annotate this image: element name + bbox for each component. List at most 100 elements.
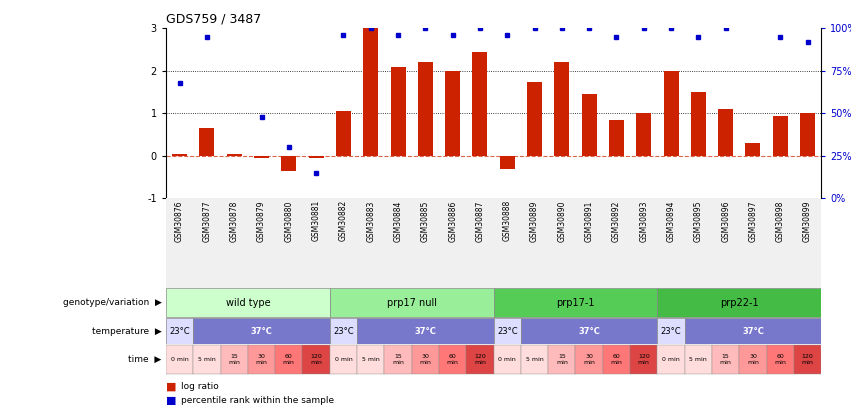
FancyBboxPatch shape [248, 345, 275, 374]
FancyBboxPatch shape [166, 318, 193, 344]
Text: 23°C: 23°C [660, 326, 682, 336]
Text: 5 min: 5 min [689, 357, 707, 362]
Text: 0 min: 0 min [662, 357, 680, 362]
Text: 15
min: 15 min [228, 354, 240, 365]
Text: GSM30882: GSM30882 [339, 200, 348, 241]
Text: GSM30891: GSM30891 [585, 200, 594, 242]
Text: 120
min: 120 min [802, 354, 814, 365]
Text: 30
min: 30 min [583, 354, 595, 365]
Bar [691, 92, 705, 156]
Text: GSM30883: GSM30883 [366, 200, 375, 242]
Text: GSM30877: GSM30877 [203, 200, 211, 242]
Text: 23°C: 23°C [169, 326, 190, 336]
Text: 60
min: 60 min [774, 354, 786, 365]
Bar [226, 154, 242, 156]
Text: genotype/variation  ▶: genotype/variation ▶ [63, 298, 162, 307]
Bar [472, 52, 488, 156]
Bar [637, 113, 651, 156]
Bar [391, 67, 406, 156]
FancyBboxPatch shape [657, 318, 685, 344]
FancyBboxPatch shape [329, 345, 357, 374]
FancyBboxPatch shape [385, 345, 412, 374]
Text: 15
min: 15 min [720, 354, 732, 365]
Text: 15
min: 15 min [556, 354, 568, 365]
Bar [609, 120, 624, 156]
FancyBboxPatch shape [357, 345, 385, 374]
Bar [554, 62, 569, 156]
FancyBboxPatch shape [329, 318, 357, 344]
FancyBboxPatch shape [740, 345, 767, 374]
Bar [309, 156, 323, 158]
Text: GSM30885: GSM30885 [421, 200, 430, 242]
FancyBboxPatch shape [494, 345, 521, 374]
FancyBboxPatch shape [329, 288, 494, 318]
Bar [336, 111, 351, 156]
FancyBboxPatch shape [712, 345, 740, 374]
Text: 0 min: 0 min [171, 357, 188, 362]
FancyBboxPatch shape [439, 345, 466, 374]
Text: GSM30894: GSM30894 [666, 200, 676, 242]
Text: 37°C: 37°C [742, 326, 764, 336]
FancyBboxPatch shape [548, 345, 575, 374]
Bar [199, 128, 214, 156]
Bar [664, 71, 678, 156]
Bar [718, 109, 734, 156]
Text: 30
min: 30 min [420, 354, 431, 365]
FancyBboxPatch shape [685, 345, 712, 374]
FancyBboxPatch shape [166, 288, 329, 318]
Text: 0 min: 0 min [334, 357, 352, 362]
Text: log ratio: log ratio [181, 382, 219, 391]
Text: 30
min: 30 min [747, 354, 759, 365]
Text: GSM30884: GSM30884 [393, 200, 403, 242]
Text: 120
min: 120 min [637, 354, 649, 365]
FancyBboxPatch shape [657, 288, 821, 318]
Text: time  ▶: time ▶ [129, 355, 162, 364]
Bar [800, 113, 815, 156]
Text: prp22-1: prp22-1 [720, 298, 758, 308]
Text: 5 min: 5 min [362, 357, 380, 362]
Text: GSM30898: GSM30898 [776, 200, 785, 242]
FancyBboxPatch shape [357, 318, 494, 344]
Text: prp17-1: prp17-1 [557, 298, 595, 308]
Text: 23°C: 23°C [333, 326, 354, 336]
Text: percentile rank within the sample: percentile rank within the sample [181, 396, 334, 405]
Text: GSM30881: GSM30881 [311, 200, 321, 241]
FancyBboxPatch shape [521, 345, 548, 374]
Text: ■: ■ [166, 382, 176, 392]
Text: GSM30879: GSM30879 [257, 200, 266, 242]
FancyBboxPatch shape [166, 345, 193, 374]
Text: 120
min: 120 min [310, 354, 322, 365]
Text: 120
min: 120 min [474, 354, 486, 365]
Text: 37°C: 37°C [250, 326, 272, 336]
FancyBboxPatch shape [193, 345, 220, 374]
Text: 37°C: 37°C [414, 326, 437, 336]
Text: 5 min: 5 min [526, 357, 544, 362]
Bar [445, 71, 460, 156]
FancyBboxPatch shape [275, 345, 302, 374]
Bar [527, 81, 542, 156]
Text: GSM30876: GSM30876 [175, 200, 184, 242]
FancyBboxPatch shape [494, 318, 521, 344]
Text: 60
min: 60 min [283, 354, 294, 365]
FancyBboxPatch shape [193, 318, 329, 344]
Text: GSM30899: GSM30899 [803, 200, 812, 242]
Bar [418, 62, 433, 156]
FancyBboxPatch shape [412, 345, 439, 374]
FancyBboxPatch shape [466, 345, 494, 374]
Text: prp17 null: prp17 null [386, 298, 437, 308]
Bar [745, 143, 761, 156]
Text: ■: ■ [166, 396, 176, 405]
Text: 0 min: 0 min [499, 357, 516, 362]
Text: GSM30892: GSM30892 [612, 200, 621, 242]
FancyBboxPatch shape [657, 345, 685, 374]
Text: GSM30878: GSM30878 [230, 200, 238, 242]
FancyBboxPatch shape [767, 345, 794, 374]
Text: GSM30890: GSM30890 [557, 200, 566, 242]
FancyBboxPatch shape [521, 318, 657, 344]
Text: GSM30887: GSM30887 [476, 200, 484, 242]
FancyBboxPatch shape [603, 345, 630, 374]
Bar [172, 154, 187, 156]
Text: GSM30888: GSM30888 [503, 200, 511, 241]
Text: 60
min: 60 min [610, 354, 622, 365]
FancyBboxPatch shape [494, 288, 657, 318]
